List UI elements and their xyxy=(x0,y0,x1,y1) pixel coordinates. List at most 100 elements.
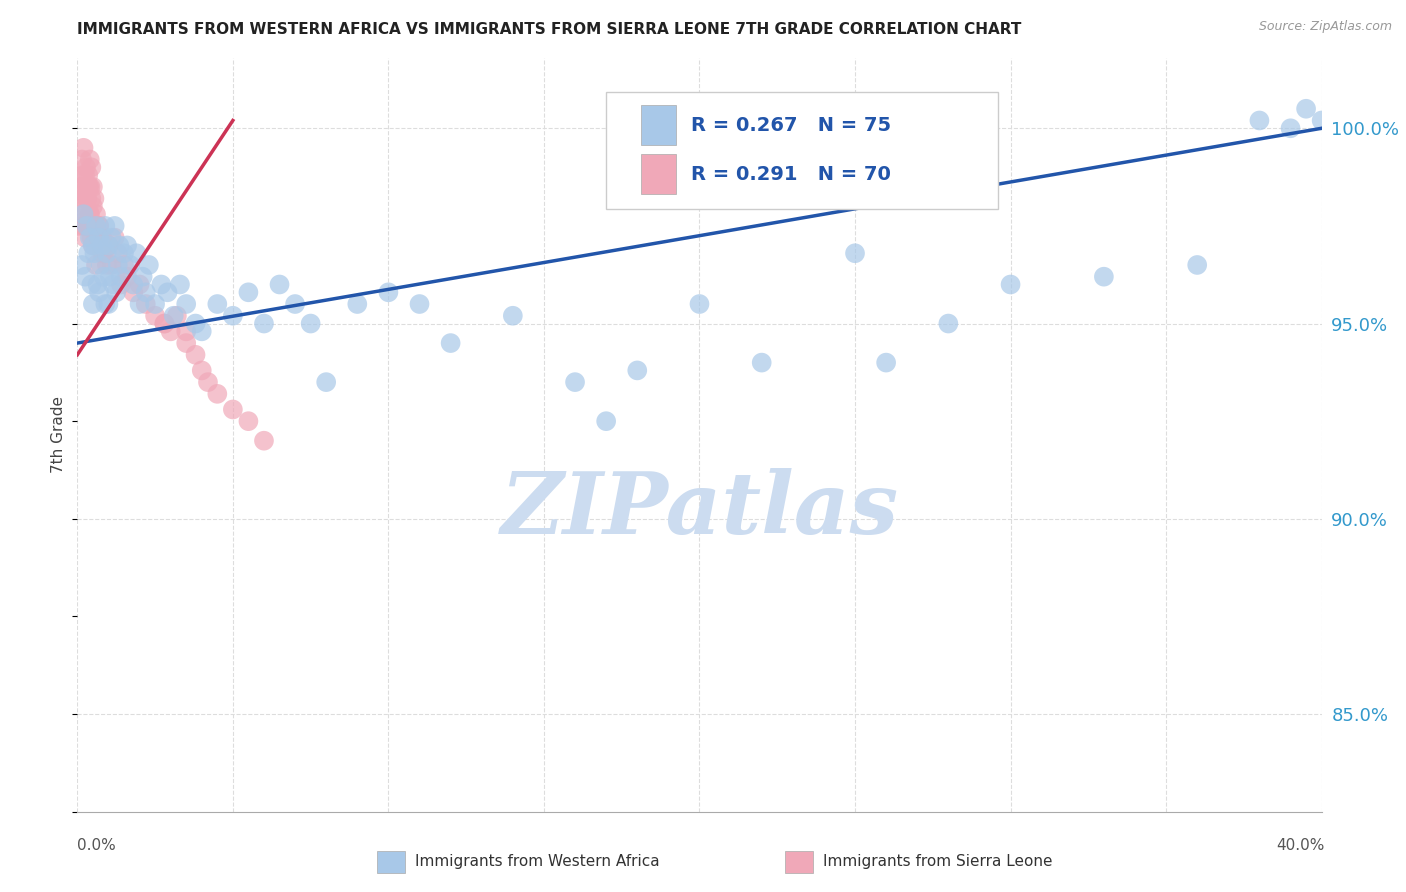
Point xyxy=(238,414,260,428)
Point xyxy=(69,199,91,213)
Point xyxy=(125,246,148,260)
Point xyxy=(75,161,97,175)
Point xyxy=(253,317,276,331)
Point xyxy=(72,168,94,182)
Point xyxy=(67,219,90,233)
Text: IMMIGRANTS FROM WESTERN AFRICA VS IMMIGRANTS FROM SIERRA LEONE 7TH GRADE CORRELA: IMMIGRANTS FROM WESTERN AFRICA VS IMMIGR… xyxy=(77,22,1022,37)
Point xyxy=(73,192,96,206)
Point xyxy=(1310,113,1333,128)
Point xyxy=(87,219,110,233)
Point xyxy=(90,258,112,272)
Point xyxy=(96,258,118,272)
Point xyxy=(875,356,897,370)
Point xyxy=(94,219,117,233)
Point xyxy=(844,246,866,260)
Point xyxy=(87,285,110,300)
Point xyxy=(377,285,399,300)
Point xyxy=(174,297,197,311)
Point xyxy=(86,277,108,292)
Point xyxy=(70,258,93,272)
Point xyxy=(299,317,322,331)
Point xyxy=(76,179,98,194)
Point xyxy=(174,324,197,338)
Point xyxy=(238,285,260,300)
Point xyxy=(169,277,191,292)
Point xyxy=(69,179,91,194)
Point xyxy=(1279,121,1302,136)
Point xyxy=(98,269,121,284)
Point xyxy=(105,285,128,300)
Point xyxy=(75,168,97,182)
Text: ZIPatlas: ZIPatlas xyxy=(501,468,898,552)
Point xyxy=(70,179,93,194)
Point xyxy=(97,238,120,252)
Point xyxy=(107,258,129,272)
Point xyxy=(87,230,110,244)
Point xyxy=(184,348,207,362)
Point xyxy=(79,207,101,221)
Point xyxy=(82,297,104,311)
Point xyxy=(222,402,245,417)
Point xyxy=(1000,277,1022,292)
Point xyxy=(104,219,127,233)
Point xyxy=(143,297,166,311)
FancyBboxPatch shape xyxy=(606,92,998,209)
Point xyxy=(502,309,524,323)
Point xyxy=(93,246,115,260)
Point xyxy=(115,269,138,284)
Point xyxy=(94,238,117,252)
Text: 0.0%: 0.0% xyxy=(77,838,117,853)
Point xyxy=(751,356,773,370)
Point xyxy=(91,246,114,260)
Point xyxy=(110,269,132,284)
Text: 40.0%: 40.0% xyxy=(1277,838,1324,853)
Point xyxy=(77,219,100,233)
Point xyxy=(191,324,214,338)
Point xyxy=(253,434,276,448)
Point xyxy=(77,179,100,194)
Point xyxy=(97,297,120,311)
Point xyxy=(77,168,100,182)
Point xyxy=(101,277,124,292)
Point xyxy=(440,336,463,351)
Point xyxy=(115,238,138,252)
Point xyxy=(135,285,157,300)
Point xyxy=(153,317,176,331)
Point xyxy=(564,375,586,389)
Point xyxy=(112,246,135,260)
Point xyxy=(82,179,104,194)
Point xyxy=(80,277,103,292)
Point xyxy=(269,277,291,292)
Point xyxy=(79,153,101,167)
Point xyxy=(83,192,105,206)
Point xyxy=(76,192,98,206)
Point xyxy=(112,258,135,272)
Point xyxy=(84,258,107,272)
FancyBboxPatch shape xyxy=(641,154,676,194)
Point xyxy=(184,317,207,331)
Text: R = 0.267   N = 75: R = 0.267 N = 75 xyxy=(690,116,891,135)
Text: Source: ZipAtlas.com: Source: ZipAtlas.com xyxy=(1258,20,1392,33)
Point xyxy=(143,309,166,323)
Point xyxy=(159,324,181,338)
FancyBboxPatch shape xyxy=(377,851,405,873)
Point xyxy=(163,309,186,323)
Point xyxy=(346,297,368,311)
Point xyxy=(91,238,114,252)
Point xyxy=(156,285,179,300)
Point xyxy=(76,219,98,233)
Point xyxy=(86,230,108,244)
Point xyxy=(1295,102,1317,116)
Point xyxy=(82,238,104,252)
Point xyxy=(1187,258,1209,272)
Point xyxy=(79,230,101,244)
Point xyxy=(75,230,97,244)
Point xyxy=(938,317,960,331)
Point xyxy=(191,363,214,377)
Point xyxy=(104,230,127,244)
Point xyxy=(72,141,94,155)
Point xyxy=(120,258,142,272)
Point xyxy=(80,161,103,175)
Point xyxy=(93,269,115,284)
Point xyxy=(91,230,114,244)
